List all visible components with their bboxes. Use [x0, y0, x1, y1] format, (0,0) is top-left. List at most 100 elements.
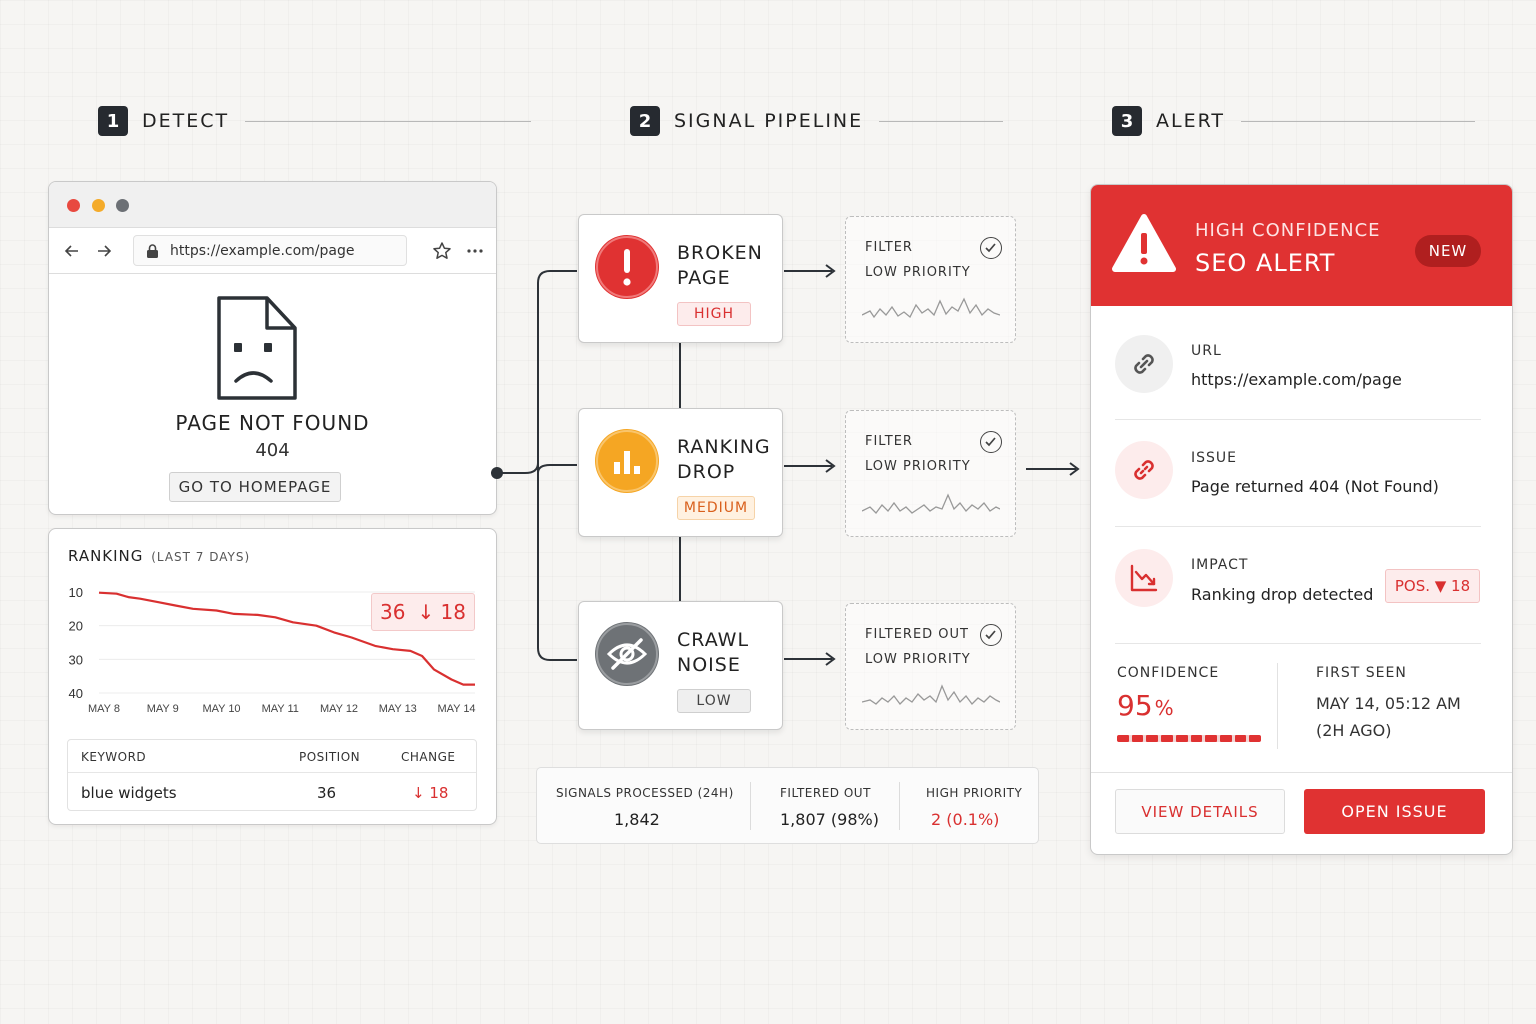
browser-window: https://example.com/page PAGE NOT FOUND … — [48, 181, 497, 515]
ranking-series-line — [98, 591, 475, 686]
ranking-line-chart: 10 20 30 40 MAY 8 MAY 9 MAY 10 MAY 11 MAY 12 MAY … — [69, 585, 476, 715]
high-priority-label: HIGH PRIORITY — [926, 786, 1023, 800]
ranking-title-text: RANKING — [68, 547, 144, 565]
divider — [1277, 663, 1278, 749]
confidence-value: 95% — [1117, 689, 1174, 722]
signals-processed-value: 1,842 — [614, 810, 660, 829]
browser-titlebar — [49, 182, 496, 228]
confidence-bar-fill — [1117, 735, 1261, 742]
noise-sparkline — [862, 493, 1000, 514]
filter-priority: LOW PRIORITY — [865, 652, 971, 667]
error-title: PAGE NOT FOUND — [175, 411, 370, 435]
confidence-segment — [1161, 735, 1173, 742]
keyword-cell: blue widgets — [81, 784, 177, 802]
divider — [879, 120, 1004, 122]
signal-title-line1: CRAWL — [677, 629, 750, 651]
impact-label: IMPACT — [1191, 557, 1249, 573]
check-circle-icon — [980, 624, 1002, 646]
go-to-homepage-button[interactable]: GO TO HOMEPAGE — [169, 472, 341, 502]
confidence-label: CONFIDENCE — [1117, 665, 1220, 681]
divider — [1091, 772, 1512, 773]
impact-value: Ranking drop detected — [1191, 585, 1374, 604]
sad-file-icon — [217, 296, 297, 400]
change-cell: ↓ 18 — [412, 784, 449, 802]
step-number: 3 — [1112, 106, 1142, 136]
back-arrow-icon[interactable] — [63, 242, 81, 260]
trend-down-icon — [1115, 549, 1173, 607]
bar-chart-icon — [595, 429, 659, 493]
ranking-title: RANKING (LAST 7 DAYS) — [68, 547, 250, 565]
y-tick-label: 30 — [69, 652, 83, 667]
browser-toolbar: https://example.com/page — [49, 228, 496, 274]
alert-title: SEO ALERT — [1195, 249, 1336, 277]
view-details-button[interactable]: VIEW DETAILS — [1115, 789, 1285, 834]
step-number: 2 — [630, 106, 660, 136]
alert-header: HIGH CONFIDENCE SEO ALERT NEW — [1091, 185, 1512, 306]
alert-subtitle: HIGH CONFIDENCE — [1195, 220, 1381, 241]
first-seen-ago: (2H AGO) — [1316, 721, 1392, 740]
position-drop-badge: POS. ▼ 18 — [1385, 569, 1480, 603]
step-alert-header: 3 ALERT — [1112, 105, 1476, 137]
signal-crawl-noise[interactable]: CRAWL NOISE LOW — [578, 601, 783, 730]
y-tick-label: 20 — [69, 619, 83, 634]
signal-broken-page[interactable]: BROKEN PAGE HIGH — [578, 214, 783, 343]
confidence-segment — [1146, 735, 1159, 742]
col-position-header: POSITION — [299, 750, 361, 764]
open-issue-button[interactable]: OPEN ISSUE — [1304, 789, 1485, 834]
signals-processed-label: SIGNALS PROCESSED (24H) — [556, 786, 734, 800]
confidence-number: 95 — [1117, 689, 1153, 722]
signal-title-line2: DROP — [677, 461, 736, 483]
confidence-segment — [1219, 735, 1232, 742]
forward-arrow-icon[interactable] — [95, 242, 113, 260]
confidence-unit: % — [1154, 696, 1174, 720]
confidence-segment — [1249, 735, 1261, 742]
y-tick-label: 40 — [69, 686, 83, 701]
signal-ranking-drop[interactable]: RANKING DROP MEDIUM — [578, 408, 783, 537]
x-tick-label: MAY 8 — [88, 703, 120, 715]
table-header-row — [68, 740, 476, 773]
ranking-change-badge: 36 ↓ 18 — [371, 593, 475, 631]
divider — [750, 782, 751, 830]
warning-triangle-icon — [1112, 214, 1176, 272]
maximize-window-dot[interactable] — [116, 199, 129, 212]
minimize-window-dot[interactable] — [92, 199, 105, 212]
divider — [1241, 120, 1476, 122]
signal-title: BROKEN PAGE — [677, 241, 763, 291]
issue-value: Page returned 404 (Not Found) — [1191, 477, 1439, 496]
x-tick-label: MAY 12 — [320, 703, 358, 715]
filtered-out-label: FILTERED OUT — [780, 786, 871, 800]
url-value[interactable]: https://example.com/page — [1191, 370, 1402, 389]
filter-priority: LOW PRIORITY — [865, 459, 971, 474]
link-icon — [1115, 335, 1173, 393]
check-circle-icon — [980, 237, 1002, 259]
confidence-segment — [1131, 735, 1144, 742]
pipeline-stats: SIGNALS PROCESSED (24H) 1,842 FILTERED O… — [536, 767, 1039, 844]
filter-box: FILTER LOW PRIORITY — [845, 216, 1016, 343]
confidence-segment — [1205, 735, 1217, 742]
confidence-segment — [1234, 735, 1247, 742]
address-bar[interactable]: https://example.com/page — [133, 235, 407, 266]
signal-title-line2: PAGE — [677, 267, 731, 289]
alert-exclamation-icon — [595, 235, 659, 299]
step-number: 1 — [98, 106, 128, 136]
broken-link-icon — [1115, 441, 1173, 499]
confidence-segment — [1117, 735, 1129, 742]
filter-box: FILTER LOW PRIORITY — [845, 410, 1016, 537]
more-options-icon[interactable] — [465, 241, 485, 261]
position-change: ↓ 18 — [417, 600, 467, 624]
priority-badge-medium: MEDIUM — [677, 496, 755, 520]
filtered-out-value: 1,807 (98%) — [780, 810, 879, 829]
divider — [1115, 419, 1481, 420]
bookmark-star-icon[interactable] — [432, 241, 452, 261]
signal-title-line2: NOISE — [677, 654, 741, 676]
noise-sparkline — [862, 684, 1000, 705]
lock-icon — [147, 244, 158, 258]
step-title: SIGNAL PIPELINE — [674, 110, 864, 132]
step-pipeline-header: 2 SIGNAL PIPELINE — [630, 105, 1004, 137]
close-window-dot[interactable] — [67, 199, 80, 212]
confidence-bar — [1117, 735, 1261, 742]
connector-node — [491, 467, 503, 479]
step-title: DETECT — [142, 110, 230, 132]
new-badge: NEW — [1415, 235, 1481, 267]
